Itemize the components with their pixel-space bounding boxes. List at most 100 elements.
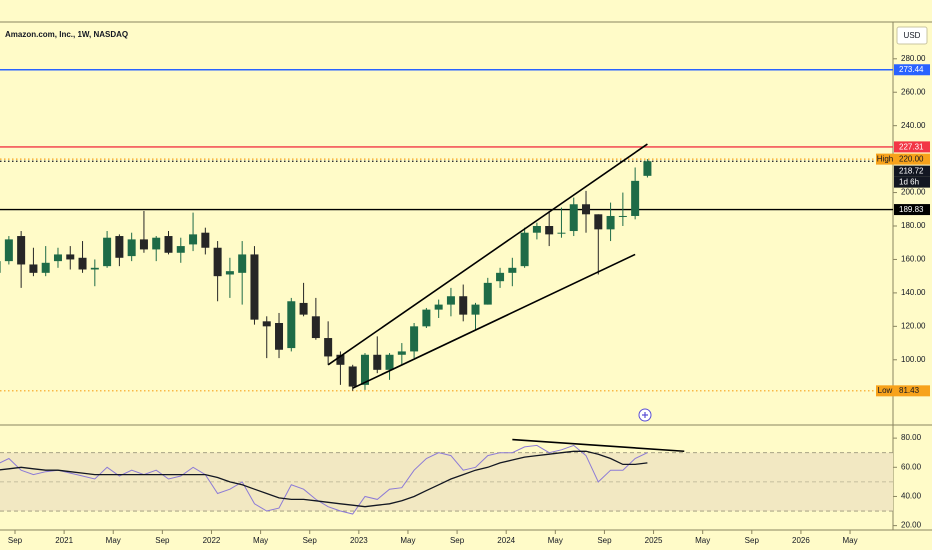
rsi-line [0,444,648,515]
x-tick-label: May [842,536,857,545]
y-tick-label: 20.00 [901,521,922,530]
level-tag: High [877,155,893,164]
candle-body [53,254,62,262]
level-price-box [894,153,930,165]
y-tick-label: 260.00 [901,87,926,96]
x-tick-label: May [106,536,121,545]
level-price-box [894,165,930,177]
y-tick-label: 200.00 [901,188,926,197]
candle-body [446,296,455,305]
candle-body [508,267,517,273]
x-tick-label: Sep [450,536,465,545]
add-button[interactable] [638,408,652,422]
x-tick-label: 2025 [645,536,663,545]
candle-body [311,316,320,339]
y-tick-label: 240.00 [901,121,926,130]
level-tag: 1d 6h [899,178,919,187]
level-price-box [894,385,930,397]
x-tick-label: 2026 [792,536,810,545]
candle-body [483,282,492,305]
candle-body [397,351,406,355]
candle-body [176,246,185,253]
candle-body [631,180,640,216]
level-price-label: 81.43 [899,386,920,395]
candle-body [225,271,234,275]
candle-body [139,239,148,250]
trendline [512,438,685,453]
currency-button[interactable] [896,26,928,45]
candle-body [520,232,529,267]
x-tick-label: May [400,536,415,545]
rsi-ma-line [0,450,648,508]
candle-body [275,322,284,350]
candle-body [0,261,1,273]
x-tick-label: Sep [597,536,612,545]
x-tick-label: 2024 [497,536,515,545]
candle-body [410,326,419,352]
x-tick-label: Sep [8,536,23,545]
level-price-box [894,204,930,216]
level-price-box [894,64,930,76]
candle-body [557,232,566,234]
y-tick-label: 160.00 [901,255,926,264]
candle-body [164,236,173,253]
candle-body [213,247,222,277]
candle-body [385,354,394,370]
x-tick-label: 2022 [203,536,221,545]
candle-body [348,366,357,387]
x-tick-label: May [253,536,268,545]
candle-body [373,354,382,370]
y-tick-label: 80.00 [901,433,922,442]
candle-body [201,232,210,248]
x-tick-label: May [548,536,563,545]
x-tick-label: Sep [303,536,318,545]
trendline [327,143,648,366]
candle-body [262,321,271,327]
candle-body [41,262,50,273]
candle-body [618,215,627,217]
x-tick-label: Sep [745,536,760,545]
candle-body [4,239,13,262]
candle-body [127,239,136,257]
candle-body [496,272,505,282]
level-price-label: 189.83 [899,205,924,214]
level-tag-box [876,153,894,165]
level-price-label: 273.44 [899,65,924,74]
level-price-label: 218.72 [899,167,924,176]
candle-body [422,309,431,327]
candle-body [287,301,296,349]
level-price-label: 227.31 [899,142,924,151]
y-tick-label: 140.00 [901,288,926,297]
add-plus[interactable] [642,412,648,418]
level-price-label: 220.00 [899,155,924,164]
candle-body [66,254,75,260]
level-price-box [894,141,930,153]
candle-body [471,304,480,315]
y-tick-label: 60.00 [901,462,922,471]
x-tick-label: Sep [155,536,170,545]
currency-label[interactable]: USD [904,31,921,40]
y-tick-label: 100.00 [901,355,926,364]
level-tag: Low [878,386,893,395]
candle-body [569,204,578,232]
trendline [352,253,636,389]
y-tick-label: 180.00 [901,221,926,230]
y-tick-label: 120.00 [901,321,926,330]
y-tick-label: 280.00 [901,54,926,63]
y-tick-label: 40.00 [901,492,922,501]
x-tick-label: 2023 [350,536,368,545]
candle-body [336,354,345,365]
candle-body [238,254,247,273]
candle-body [532,226,541,233]
x-tick-label: 2021 [55,536,73,545]
candle-body [250,254,259,320]
candle-body [29,264,38,273]
candle-body [459,296,468,315]
candle-body [643,161,652,176]
candle-body [324,338,333,357]
candle-body [189,234,198,245]
candle-body [606,215,615,230]
candle-body [115,236,124,258]
